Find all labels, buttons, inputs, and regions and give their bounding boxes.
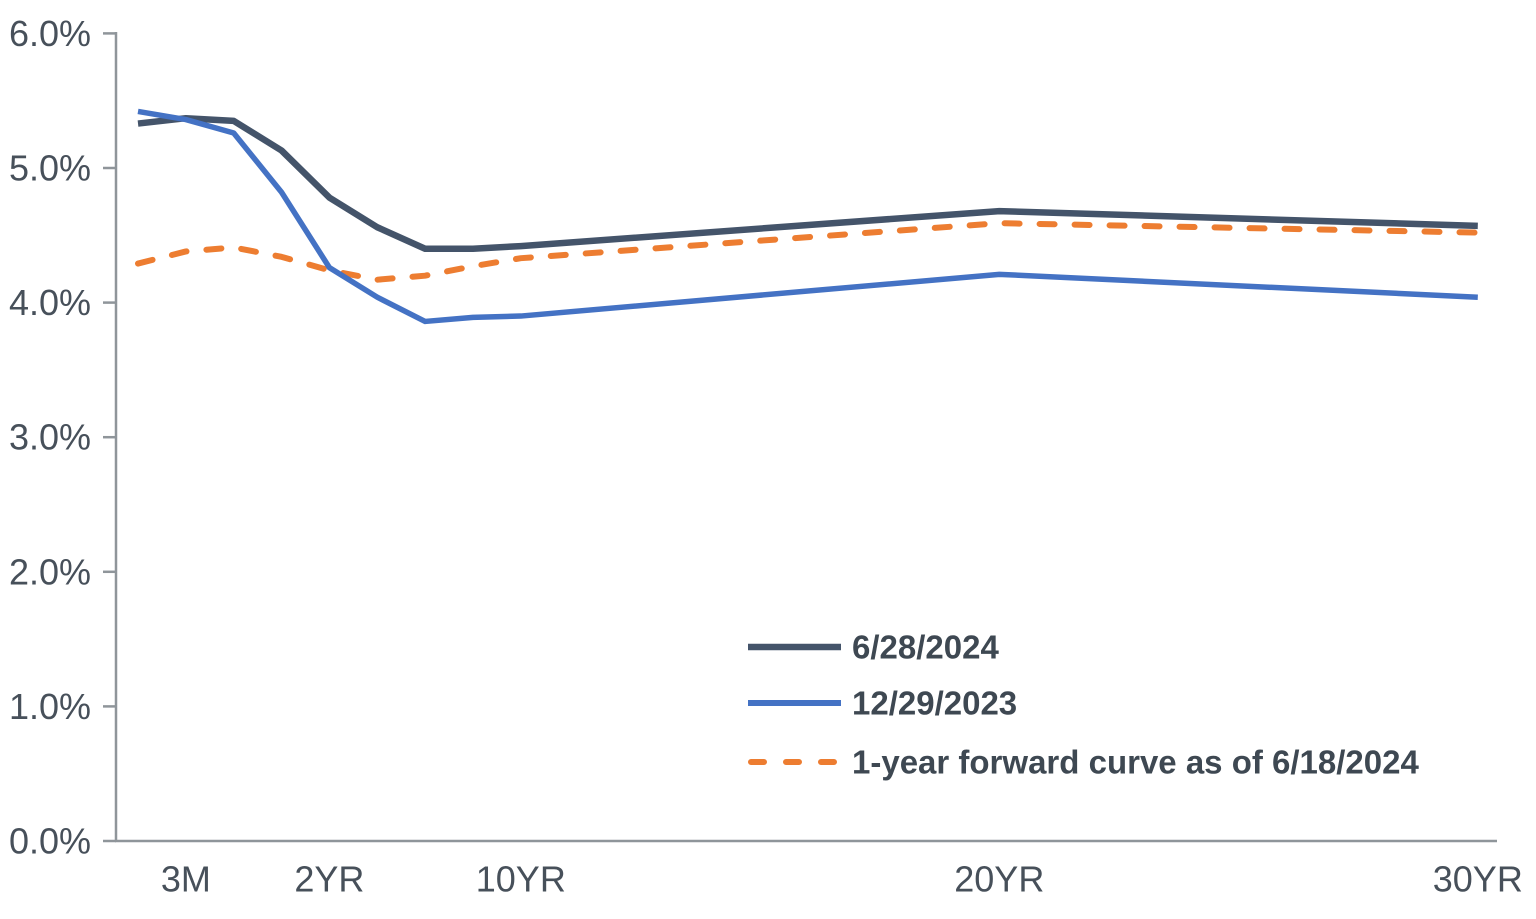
y-axis-tick-label: 6.0% — [9, 13, 91, 54]
legend-label-2: 12/29/2023 — [852, 685, 1017, 722]
y-axis-tick-label: 2.0% — [9, 551, 91, 592]
legend-item-2: 12/29/2023 — [748, 685, 1017, 722]
chart-legend: 6/28/2024 12/29/2023 1-year forward curv… — [748, 629, 1419, 781]
x-axis-tick-label: 10YR — [476, 859, 566, 900]
series-lines — [135, 108, 1481, 325]
x-axis-tick-label: 3M — [161, 859, 211, 900]
y-axis-tick-label: 0.0% — [9, 821, 91, 862]
series-line-2 — [137, 108, 1478, 325]
series-line-3 — [135, 220, 1481, 283]
legend-item-3: 1-year forward curve as of 6/18/2024 — [748, 744, 1419, 781]
legend-label-1: 6/28/2024 — [852, 629, 999, 666]
series-line-1 — [137, 114, 1478, 253]
legend-label-3: 1-year forward curve as of 6/18/2024 — [852, 744, 1419, 781]
y-axis-tick-label: 3.0% — [9, 417, 91, 458]
y-axis-tick-label: 5.0% — [9, 148, 91, 189]
y-axis-ticks: 6.0% 5.0% 4.0% 3.0% 2.0% 1.0% 0.0% — [9, 13, 116, 862]
x-axis-tick-label: 2YR — [294, 859, 364, 900]
y-axis-tick-label: 1.0% — [9, 686, 91, 727]
legend-item-1: 6/28/2024 — [748, 629, 999, 666]
x-axis-tick-label: 30YR — [1433, 859, 1523, 900]
x-axis-labels: 3M 2YR 10YR 20YR 30YR — [161, 859, 1523, 900]
x-axis-tick-label: 20YR — [954, 859, 1044, 900]
y-axis-tick-label: 4.0% — [9, 282, 91, 323]
